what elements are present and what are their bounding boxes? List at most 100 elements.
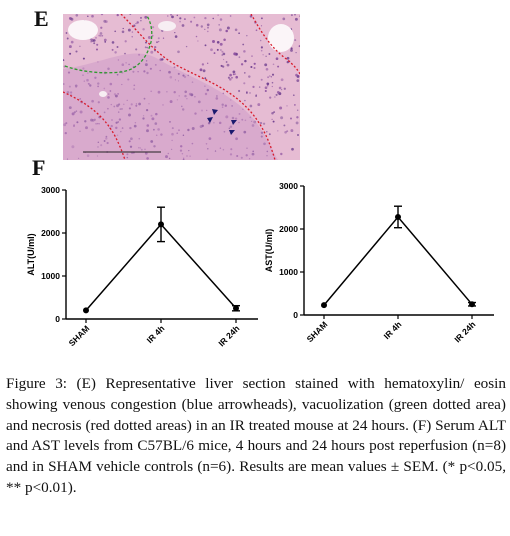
nucleus bbox=[124, 52, 126, 55]
nucleus bbox=[221, 54, 223, 56]
venous-congestion-arrowhead bbox=[212, 109, 218, 115]
nucleus bbox=[148, 103, 150, 105]
nucleus bbox=[100, 144, 103, 147]
nucleus bbox=[272, 63, 275, 66]
nucleus bbox=[204, 85, 206, 87]
nucleus bbox=[167, 152, 170, 155]
series-line bbox=[323, 215, 473, 306]
nucleus bbox=[143, 70, 146, 73]
nucleus bbox=[260, 131, 264, 135]
nucleus bbox=[139, 147, 142, 149]
nucleus bbox=[165, 155, 168, 159]
nucleus bbox=[206, 88, 210, 92]
nucleus bbox=[297, 134, 299, 136]
nucleus bbox=[260, 46, 263, 49]
nucleus bbox=[222, 58, 225, 61]
nucleus bbox=[93, 42, 96, 45]
nucleus bbox=[99, 35, 102, 37]
nucleus bbox=[277, 130, 279, 132]
nucleus bbox=[264, 89, 267, 93]
nucleus bbox=[246, 147, 248, 149]
nucleus bbox=[156, 41, 158, 44]
nucleus bbox=[146, 129, 149, 133]
nucleus bbox=[168, 70, 171, 74]
nucleus bbox=[131, 36, 133, 38]
nucleus bbox=[241, 118, 244, 121]
nucleus bbox=[85, 126, 88, 130]
nucleus bbox=[190, 20, 193, 23]
nucleus bbox=[296, 116, 299, 119]
nucleus bbox=[162, 37, 165, 39]
nucleus bbox=[181, 105, 183, 108]
nucleus bbox=[142, 117, 145, 120]
nucleus bbox=[144, 46, 147, 49]
nucleus bbox=[159, 69, 161, 72]
nucleus bbox=[146, 157, 149, 160]
nucleus bbox=[260, 135, 263, 138]
nucleus bbox=[260, 49, 263, 52]
y-tick-label: 2000 bbox=[41, 228, 60, 238]
nucleus bbox=[97, 101, 100, 104]
nucleus bbox=[243, 130, 247, 134]
nucleus bbox=[115, 126, 118, 130]
nucleus bbox=[266, 84, 269, 87]
nucleus bbox=[201, 124, 204, 128]
nucleus bbox=[283, 87, 286, 90]
nucleus bbox=[107, 107, 109, 110]
nucleus bbox=[87, 72, 89, 74]
nucleus bbox=[290, 14, 293, 17]
nucleus bbox=[121, 83, 123, 86]
nucleus bbox=[133, 24, 136, 27]
nucleus bbox=[162, 104, 164, 106]
nucleus bbox=[97, 141, 100, 144]
nucleus bbox=[262, 122, 266, 125]
nucleus bbox=[171, 15, 174, 19]
nucleus bbox=[265, 67, 269, 71]
nucleus bbox=[298, 45, 300, 48]
nucleus bbox=[210, 48, 213, 52]
nucleus bbox=[128, 107, 131, 110]
nucleus bbox=[74, 84, 78, 88]
nucleus bbox=[280, 152, 283, 156]
nucleus bbox=[263, 142, 266, 146]
nucleus bbox=[154, 64, 157, 66]
nucleus bbox=[135, 48, 138, 51]
nucleus bbox=[149, 67, 152, 70]
nucleus bbox=[68, 85, 71, 88]
nucleus bbox=[230, 99, 232, 101]
nucleus bbox=[179, 20, 181, 23]
nucleus bbox=[187, 128, 190, 132]
nucleus bbox=[295, 51, 297, 54]
nucleus bbox=[225, 61, 228, 63]
nucleus bbox=[221, 106, 224, 108]
nucleus bbox=[114, 51, 117, 54]
nucleus bbox=[181, 108, 185, 111]
nucleus bbox=[63, 123, 67, 127]
nucleus bbox=[103, 87, 106, 90]
nucleus bbox=[73, 111, 76, 114]
nucleus bbox=[283, 124, 286, 127]
nucleus bbox=[106, 141, 109, 145]
nucleus bbox=[83, 80, 86, 82]
nucleus bbox=[195, 23, 199, 27]
nucleus bbox=[222, 148, 225, 151]
nucleus bbox=[174, 31, 176, 34]
nucleus bbox=[126, 99, 128, 101]
nucleus bbox=[157, 37, 160, 40]
nucleus bbox=[268, 53, 271, 55]
nucleus bbox=[117, 111, 120, 113]
nucleus bbox=[222, 92, 225, 95]
y-tick-label: 2000 bbox=[279, 224, 298, 234]
x-tick-label: IR 24h bbox=[452, 319, 477, 344]
nucleus bbox=[95, 122, 98, 125]
nucleus bbox=[246, 92, 248, 94]
nucleus bbox=[199, 68, 203, 72]
y-tick-label: 0 bbox=[55, 314, 60, 324]
nucleus bbox=[204, 92, 208, 96]
nucleus bbox=[138, 146, 140, 149]
nucleus bbox=[116, 73, 119, 76]
nucleus bbox=[169, 100, 173, 104]
necrosis-outline bbox=[250, 14, 300, 75]
nucleus bbox=[146, 46, 149, 49]
nucleus bbox=[215, 97, 219, 100]
